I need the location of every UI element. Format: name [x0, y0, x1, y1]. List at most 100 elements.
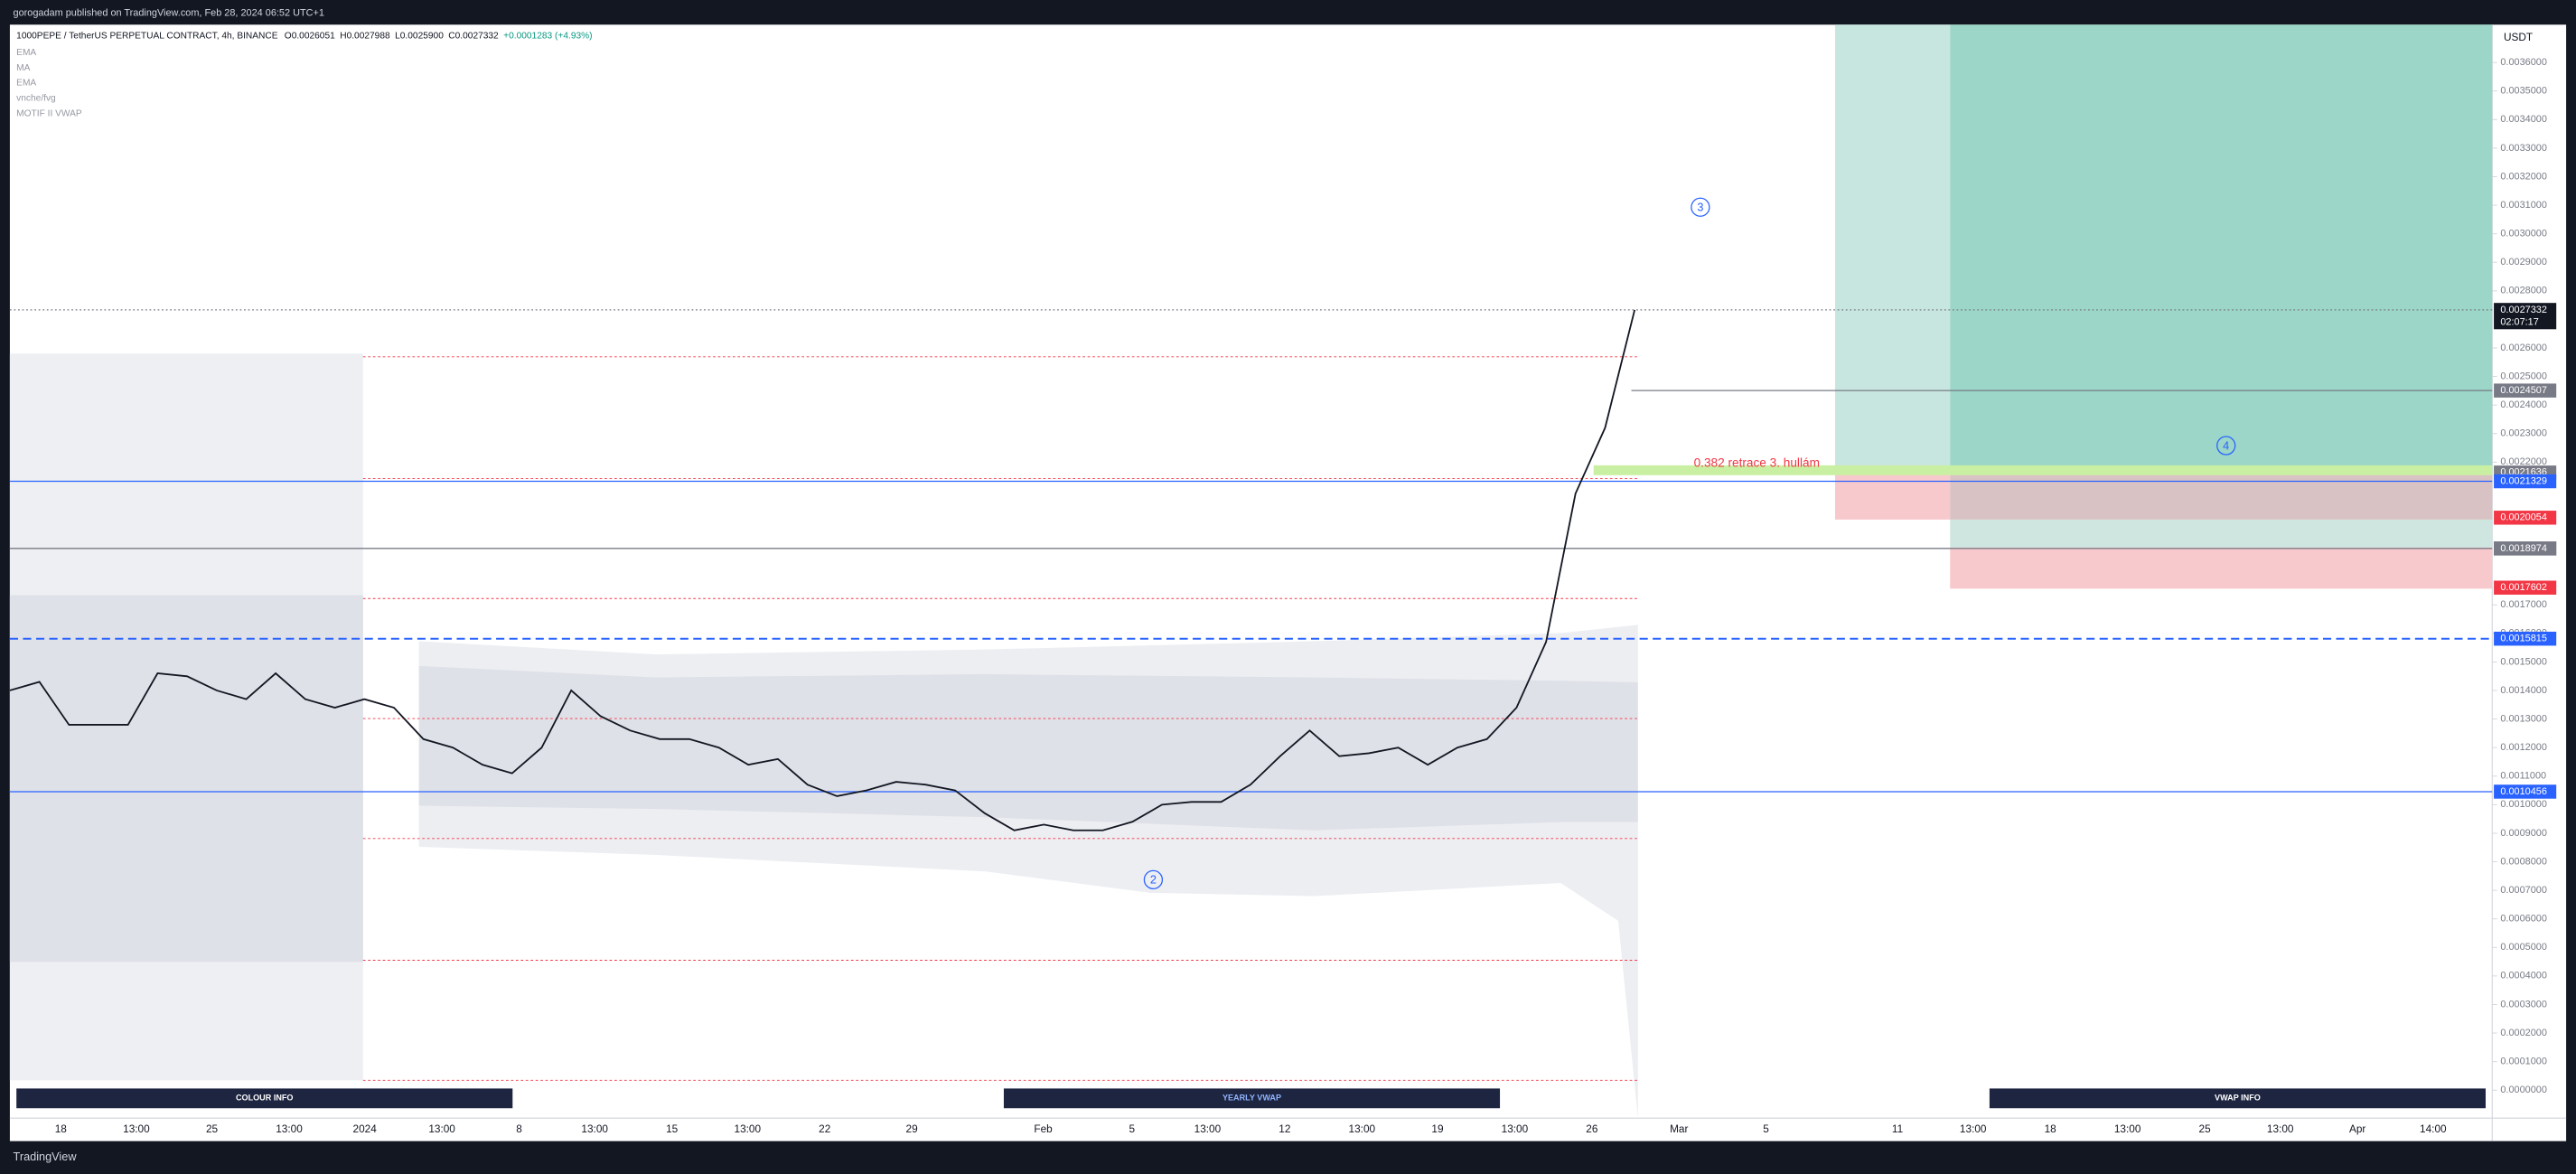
info-button	[1003, 1088, 1501, 1109]
x-tick-label: 13:00	[1194, 1122, 1222, 1135]
legend-ohlc: O0.0026051	[285, 32, 335, 42]
y-tick-label: 0.0015000	[2500, 656, 2547, 667]
legend-symbol: 1000PEPE / TetherUS PERPETUAL CONTRACT, …	[16, 32, 278, 42]
price-marker-label: 0.0018974	[2500, 543, 2547, 554]
brand: TradingView	[14, 1150, 78, 1163]
price-marker	[2494, 784, 2557, 799]
y-tick-label: 0.0004000	[2500, 971, 2547, 981]
profit-zone	[1950, 519, 2493, 548]
wave-circle	[2216, 436, 2236, 456]
retrace-band	[1593, 465, 2493, 475]
wave-label: 4	[2223, 438, 2229, 452]
price-marker	[2494, 580, 2557, 595]
y-tick-label: 0.0013000	[2500, 713, 2547, 724]
price-marker-label: 0.0015815	[2500, 634, 2547, 644]
price-marker-label: 0.0010456	[2500, 786, 2547, 797]
y-tick-label: 0.0009000	[2500, 828, 2547, 839]
wave-label: 3	[1697, 201, 1703, 214]
x-tick-label: 13:00	[276, 1122, 303, 1135]
x-tick-label: 18	[55, 1122, 68, 1135]
x-tick-label: 14:00	[2420, 1122, 2447, 1135]
profit-zone	[1834, 24, 1951, 473]
x-tick-label: 29	[906, 1122, 919, 1135]
y-tick-label: 0.0007000	[2500, 885, 2547, 896]
wave-circle	[1691, 197, 1710, 217]
x-tick-label: 19	[1431, 1122, 1444, 1135]
price-marker	[2494, 541, 2557, 556]
y-tick-label: 0.0023000	[2500, 428, 2547, 439]
vwap-band	[418, 665, 1638, 831]
price-marker	[2494, 303, 2557, 330]
x-tick-label: 13:00	[735, 1122, 762, 1135]
y-tick-label: 0.0024000	[2500, 399, 2547, 410]
x-tick-label: 13:00	[1502, 1122, 1529, 1135]
price-unit: USDT	[2504, 31, 2533, 43]
x-tick-label: 13:00	[428, 1122, 455, 1135]
y-tick-label: 0.0032000	[2500, 171, 2547, 182]
price-axis-pane	[2492, 24, 2567, 1119]
y-tick-label: 0.0029000	[2500, 257, 2547, 268]
price-marker	[2494, 631, 2557, 646]
x-tick-label: 11	[1892, 1122, 1903, 1135]
info-button	[1989, 1088, 2486, 1109]
time-axis-pane	[9, 1118, 2567, 1141]
x-tick-label: 13:00	[581, 1122, 608, 1135]
legend-ohlc: L0.0025900	[395, 32, 444, 42]
y-tick-label: 0.0031000	[2500, 200, 2547, 211]
x-tick-label: Mar	[1670, 1122, 1688, 1135]
x-tick-label: 18	[2045, 1122, 2057, 1135]
x-tick-label: 25	[206, 1122, 219, 1135]
loss-zone	[1950, 472, 2493, 520]
indicator-name: MOTIF II VWAP	[16, 109, 82, 119]
price-marker-label: 0.0017602	[2500, 582, 2547, 593]
y-tick-label: 0.0028000	[2500, 286, 2547, 296]
x-tick-label: 13:00	[2267, 1122, 2294, 1135]
y-tick-label: 0.0025000	[2500, 371, 2547, 381]
x-tick-label: 13:00	[123, 1122, 150, 1135]
info-button-label: VWAP INFO	[2215, 1094, 2261, 1103]
vwap-levels	[362, 356, 1638, 1081]
y-tick-label: 0.0010000	[2500, 799, 2547, 810]
wave-circle	[1143, 869, 1164, 889]
x-tick-label: 5	[1763, 1122, 1769, 1135]
legend-ohlc: H0.0027988	[340, 32, 390, 42]
x-tick-label: 15	[666, 1122, 679, 1135]
y-tick-label: 0.0000000	[2500, 1085, 2547, 1095]
x-tick-label: 5	[1129, 1122, 1135, 1135]
price-line-series	[9, 309, 1636, 831]
publisher: gorogadam published on TradingView.com, …	[14, 7, 324, 18]
y-tick-label: 0.0001000	[2500, 1057, 2547, 1067]
y-tick-label: 0.0005000	[2500, 942, 2547, 953]
y-tick-label: 0.0008000	[2500, 856, 2547, 867]
indicator-name: EMA	[16, 48, 36, 58]
x-tick-label: Feb	[1034, 1122, 1053, 1135]
x-tick-label: 12	[1279, 1122, 1290, 1135]
price-marker	[2494, 511, 2557, 525]
x-tick-label: 2024	[353, 1122, 378, 1135]
y-tick-label: 0.0002000	[2500, 1028, 2547, 1038]
x-tick-label: 25	[2199, 1122, 2212, 1135]
y-tick-label: 0.0034000	[2500, 114, 2547, 125]
info-button-label: COLOUR INFO	[236, 1094, 294, 1103]
retrace-label: 0.382 retrace 3. hullám	[1694, 456, 1820, 470]
shade	[9, 595, 363, 963]
price-marker-label: 0.0024507	[2500, 385, 2547, 396]
wave-label: 2	[1150, 873, 1157, 887]
y-tick-label: 0.0026000	[2500, 343, 2547, 353]
price-marker-label: 0.0021329	[2500, 475, 2547, 486]
legend-ohlc: C0.0027332	[448, 32, 499, 42]
indicator-name: EMA	[16, 79, 36, 89]
y-tick-label: 0.0036000	[2500, 57, 2547, 68]
x-tick-label: 13:00	[1960, 1122, 1987, 1135]
y-tick-label: 0.0017000	[2500, 599, 2547, 610]
price-marker-label: 0.0027332	[2500, 305, 2547, 315]
price-marker-label: 0.0020054	[2500, 512, 2547, 523]
y-tick-label: 0.0011000	[2500, 771, 2546, 782]
y-tick-label: 0.0012000	[2500, 742, 2547, 753]
y-tick-label: 0.0014000	[2500, 685, 2547, 696]
x-tick-label: 13:00	[2114, 1122, 2141, 1135]
info-button	[16, 1088, 513, 1109]
x-tick-label: 22	[819, 1122, 830, 1135]
y-tick-label: 0.0033000	[2500, 143, 2547, 154]
